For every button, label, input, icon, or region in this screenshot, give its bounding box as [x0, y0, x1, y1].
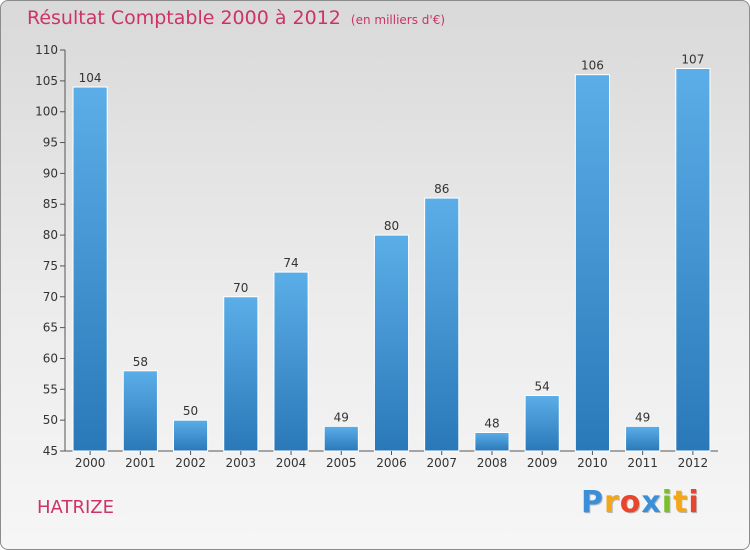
proxiti-logo: Proxiti — [581, 485, 700, 520]
bar-2005 — [323, 425, 359, 452]
y-tick-label: 70 — [43, 290, 58, 304]
x-tick-label-2003: 2003 — [226, 456, 257, 470]
bar-2011 — [625, 425, 661, 452]
x-tick-label-2008: 2008 — [477, 456, 508, 470]
logo-letter: r — [604, 485, 620, 520]
bar-2010 — [574, 74, 611, 452]
bar-2008 — [474, 431, 510, 452]
bar-2007 — [424, 197, 460, 452]
logo-letter: P — [581, 485, 604, 520]
data-label-2007: 86 — [434, 182, 449, 196]
data-label-2002: 50 — [183, 404, 198, 418]
x-tick-label-2004: 2004 — [276, 456, 307, 470]
y-tick-label: 45 — [43, 444, 58, 458]
x-tick-label-2002: 2002 — [175, 456, 206, 470]
x-tick-label-2010: 2010 — [577, 456, 608, 470]
logo-letter: t — [673, 485, 689, 520]
x-tick-label-2000: 2000 — [75, 456, 106, 470]
bar-2012 — [675, 68, 711, 452]
x-tick-label-2006: 2006 — [376, 456, 407, 470]
data-label-2008: 48 — [484, 416, 499, 430]
y-tick-label: 85 — [43, 197, 58, 211]
x-tick-label-2007: 2007 — [426, 456, 457, 470]
y-tick-label: 50 — [43, 413, 58, 427]
data-label-2005: 49 — [334, 410, 349, 424]
bar-2003 — [223, 296, 259, 452]
y-tick-label: 100 — [35, 105, 58, 119]
bar-2002 — [172, 419, 209, 452]
chart-unit: (en milliers d'€) — [350, 13, 446, 27]
data-label-2006: 80 — [384, 219, 399, 233]
logo-letter: x — [641, 485, 662, 520]
bar-2000 — [72, 86, 108, 452]
y-tick-label: 75 — [43, 259, 58, 273]
x-tick-label-2001: 2001 — [125, 456, 156, 470]
data-label-2003: 70 — [233, 281, 248, 295]
data-label-2004: 74 — [283, 256, 298, 270]
data-label-2009: 54 — [535, 379, 550, 393]
x-tick-label-2012: 2012 — [678, 456, 709, 470]
chart-title-block: Résultat Comptable 2000 à 2012 (en millie… — [27, 7, 445, 29]
data-label-2011: 49 — [635, 410, 650, 424]
logo-letter: i — [688, 485, 700, 520]
y-tick-label: 110 — [35, 43, 58, 57]
y-tick-label: 55 — [43, 382, 58, 396]
x-tick-label-2005: 2005 — [326, 456, 357, 470]
y-tick-label: 105 — [35, 74, 58, 88]
data-label-2000: 104 — [79, 71, 102, 85]
x-tick-label-2011: 2011 — [627, 456, 658, 470]
y-tick-label: 95 — [43, 136, 58, 150]
logo-letter: i — [661, 485, 674, 520]
y-tick-label: 80 — [43, 228, 58, 242]
town-name: HATRIZE — [37, 497, 114, 518]
bar-2001 — [122, 370, 158, 452]
bar-2009 — [524, 394, 560, 452]
data-label-2001: 58 — [133, 355, 148, 369]
y-tick-label: 65 — [43, 321, 58, 335]
y-tick-label: 60 — [43, 351, 58, 365]
chart-title: Résultat Comptable 2000 à 2012 — [27, 7, 341, 29]
logo-letter: o — [619, 485, 642, 520]
data-label-2012: 107 — [681, 53, 704, 67]
bar-2004 — [273, 271, 309, 452]
y-tick-label: 90 — [43, 166, 58, 180]
bar-2006 — [373, 234, 410, 452]
data-label-2010: 106 — [581, 59, 604, 73]
x-tick-label-2009: 2009 — [527, 456, 558, 470]
